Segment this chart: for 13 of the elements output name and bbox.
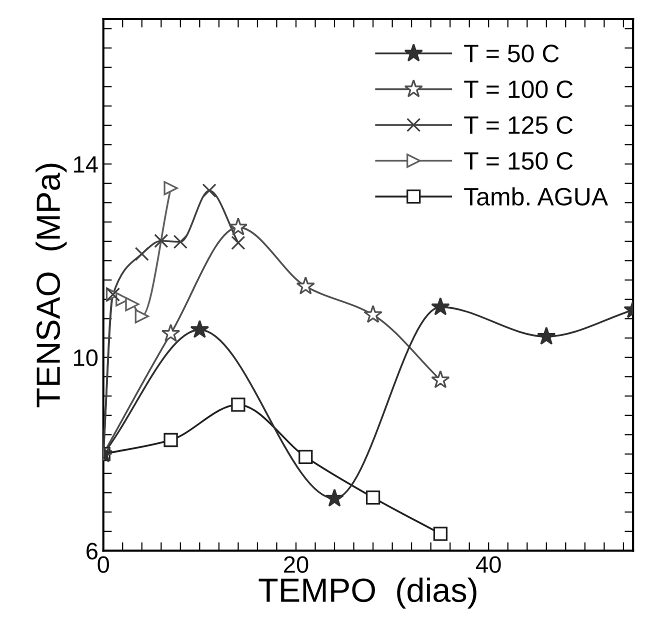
legend-label: T = 150 C — [464, 152, 573, 170]
y-axis-title: TENSAO (MPa) — [36, 164, 67, 408]
legend-label: Tamb. AGUA — [464, 187, 608, 206]
x-tick-label: 0 — [98, 556, 110, 573]
legend-label: T = 50 C — [464, 44, 559, 62]
y-tick-label: 10 — [74, 349, 98, 366]
y-tick-label: 14 — [74, 156, 98, 173]
legend-label: T = 125 C — [464, 116, 573, 134]
x-axis-title: TEMPO (dias) — [258, 578, 476, 609]
y-tick-label: 6 — [86, 542, 98, 560]
x-tick-label: 40 — [476, 556, 501, 573]
x-tick-label: 20 — [284, 556, 308, 573]
legend-label: T = 100 C — [464, 80, 573, 98]
